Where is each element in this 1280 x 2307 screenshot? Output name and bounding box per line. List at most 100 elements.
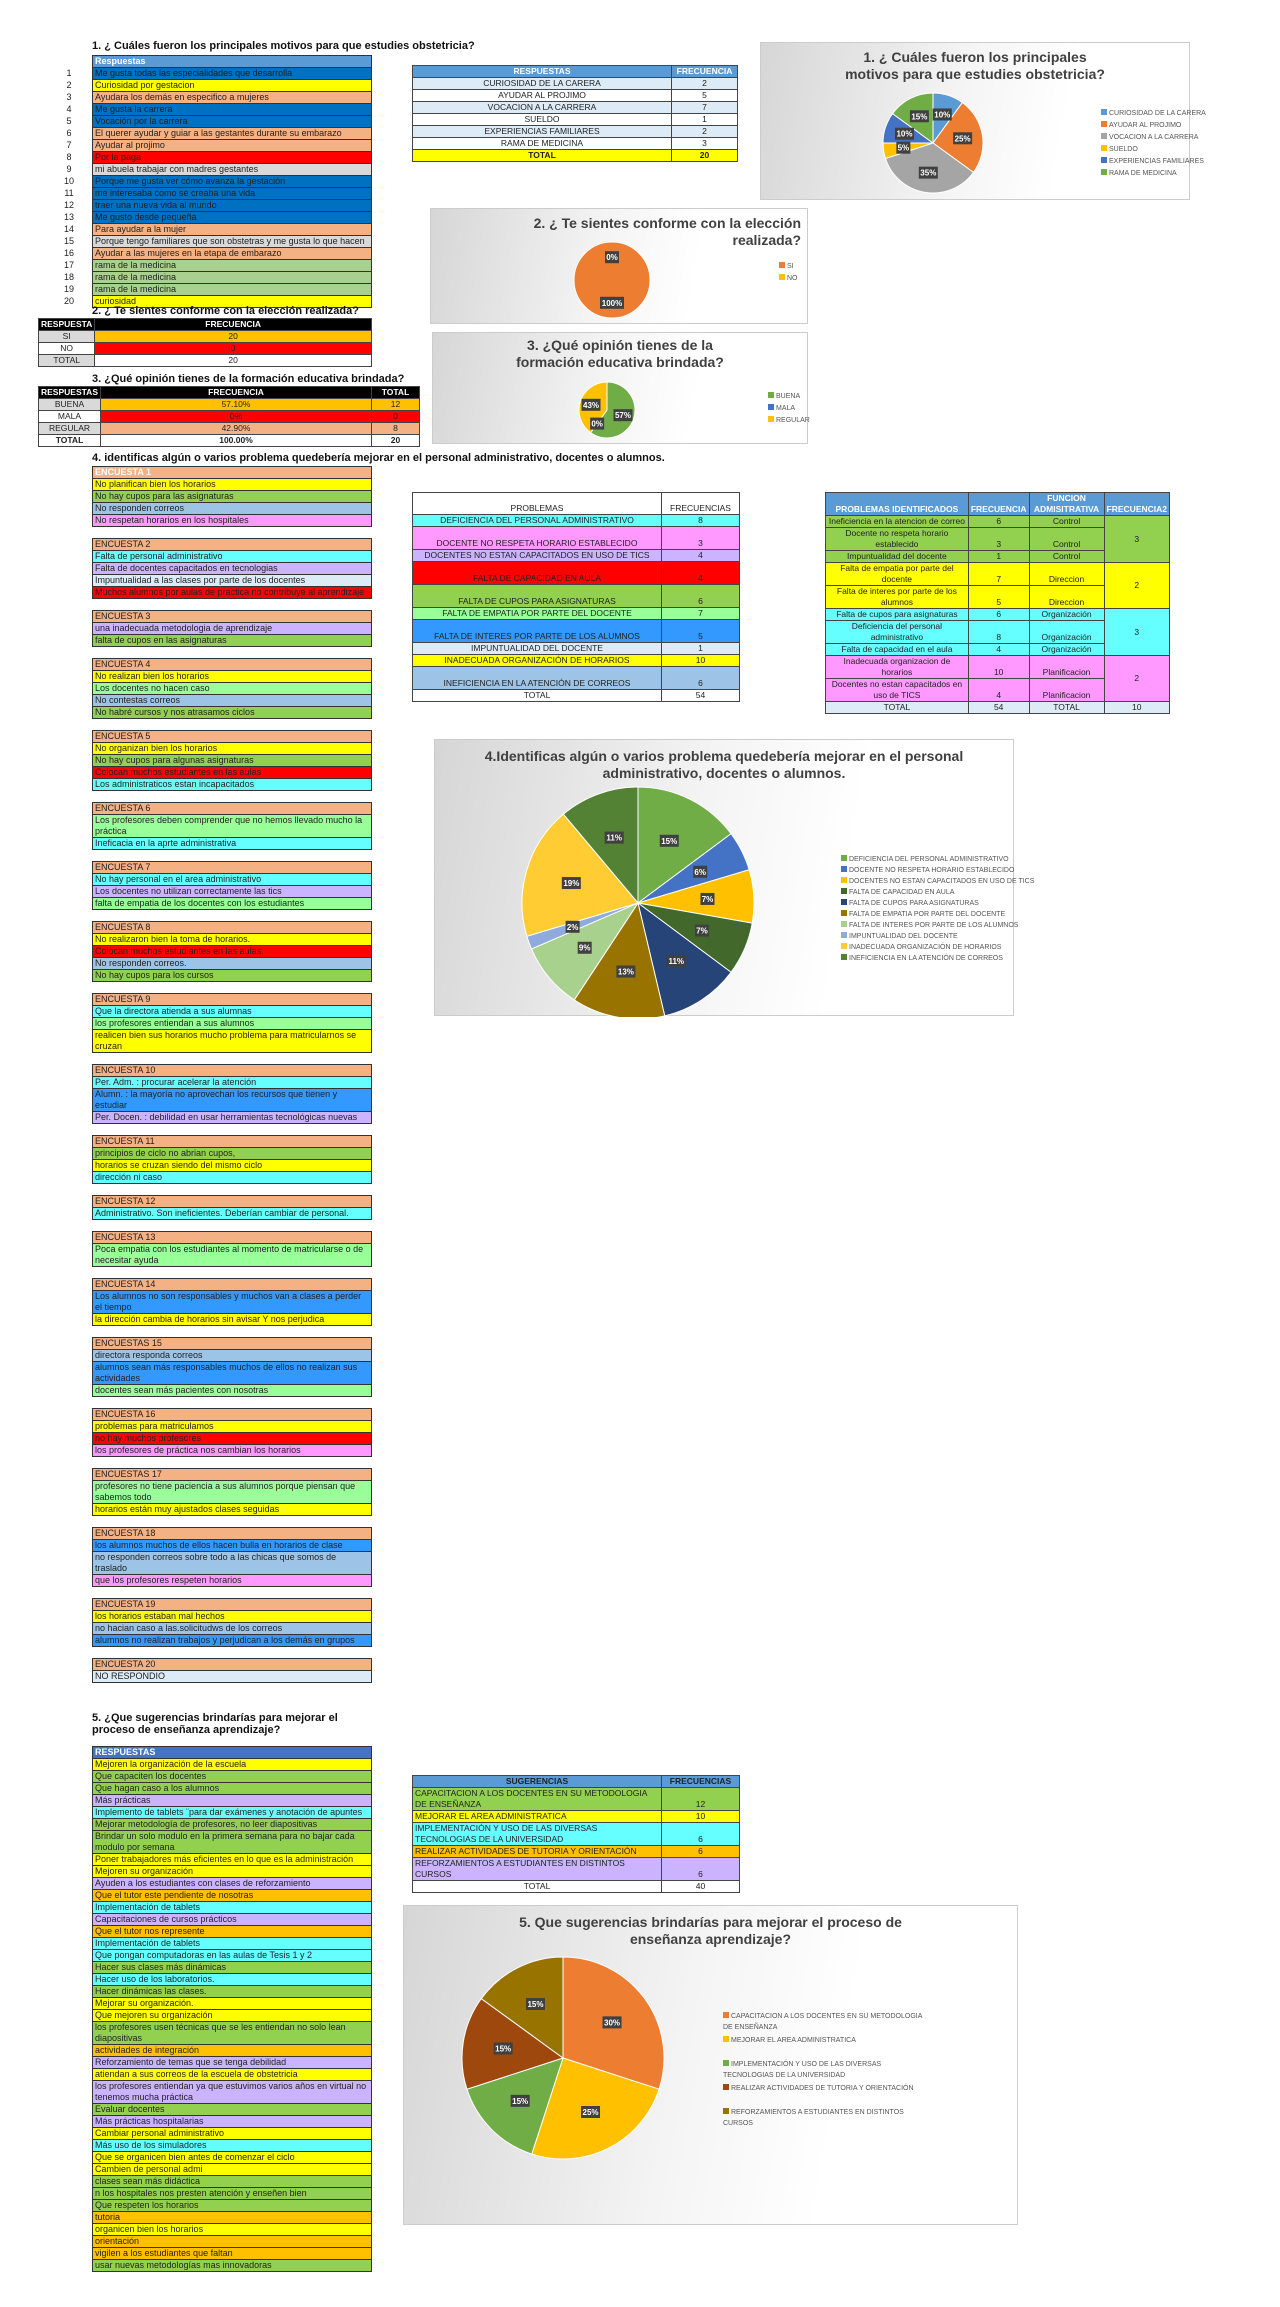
encuesta-item: Colocan muchos estudiantes en las aulas xyxy=(92,767,372,779)
data-label-box xyxy=(616,965,636,978)
legend-item: BUENA xyxy=(768,391,1028,403)
legend-item: EXPERIENCIAS FAMILIARES xyxy=(1101,156,1280,168)
list-item: 19 rama de la medicina xyxy=(64,284,372,296)
suggestion-item: atiendan a sus correos de la escuela de … xyxy=(92,2069,372,2081)
encuesta-block: ENCUESTA 10 Per. Adm. : procurar acelerar… xyxy=(92,1064,372,1124)
suggestion-item: actividades de integración xyxy=(92,2045,372,2057)
table-cell: INEFICIENCIA EN LA ATENCIÓN DE CORREOS xyxy=(412,666,662,690)
data-label-box xyxy=(604,831,624,844)
legend-item: FALTA DE CAPACIDAD EN AULA xyxy=(841,887,1101,898)
legend-label: INADECUADA ORGANIZACIÓN DE HORARIOS xyxy=(849,944,1002,951)
encuesta-item: principios de ciclo no abrian cupos, xyxy=(92,1148,372,1160)
data-label: 2% xyxy=(567,923,579,932)
item-text: Me gusta todas las especialidades que de… xyxy=(95,68,293,78)
legend-swatch xyxy=(723,2060,729,2066)
encuesta-item: no hacian caso a las.solicitudws de los … xyxy=(92,1623,372,1635)
table-cell: Organización xyxy=(1028,608,1105,621)
legend-label: AYUDAR AL PROJIMO xyxy=(1109,122,1182,129)
table-row: MALA 0% 0 xyxy=(38,410,420,423)
encuesta-item: Poca empatia con los estudiantes al mome… xyxy=(92,1244,372,1267)
table-cell: 42.90% xyxy=(100,422,372,435)
legend-label: NO xyxy=(787,275,798,282)
row-number: 13 xyxy=(63,212,74,222)
data-label-box xyxy=(525,1998,545,2011)
total-cell: TOTAL xyxy=(412,689,662,702)
table-cell: 2 xyxy=(671,125,738,138)
encuesta-item: los horarios estaban mal hechos xyxy=(92,1611,372,1623)
q3-table: RESPUESTAS FRECUENCIA TOTAL BUENA 57.10% 12 MA… xyxy=(38,386,420,447)
row-number: 15 xyxy=(63,236,74,246)
row-number: 12 xyxy=(63,200,74,210)
table-cell: REGULAR xyxy=(38,422,101,435)
legend-label: FALTA DE INTERES POR PARTE DE LOS ALUMNO… xyxy=(849,922,1019,929)
suggestion-item: Mejoren su organización xyxy=(92,1866,372,1878)
pie-plot: 100% 0% xyxy=(573,241,651,319)
legend-item: SI xyxy=(779,261,1039,273)
table-cell: Falta de capacidad en el aula xyxy=(825,643,969,656)
suggestion-item: usar nuevas metodologías mas innovadoras xyxy=(92,2260,372,2272)
table-cell: FALTA DE INTERES POR PARTE DE LOS ALUMNO… xyxy=(412,619,662,643)
legend-swatch xyxy=(841,855,847,861)
chart-q3-opinion: 3. ¿Qué opinión tienes de la formación e… xyxy=(432,332,810,444)
data-label: 25% xyxy=(955,134,971,143)
suggestion-item: Implementación de tablets xyxy=(92,1938,372,1950)
item-text: me interesaba como se creaba una vida xyxy=(95,188,256,198)
table-row: RAMA DE MEDICINA 3 xyxy=(412,137,738,150)
legend-swatch xyxy=(1101,133,1107,139)
list-item: 12 traer una nueva vida al mundo xyxy=(64,200,372,212)
frequency-cell: 20 xyxy=(94,354,372,367)
table-cell: 7 xyxy=(661,607,740,620)
data-label-box xyxy=(659,834,679,847)
table-row: Falta de cupos para asignaturas 6 Organiza… xyxy=(825,608,1171,656)
encuesta-item: No responden correos. xyxy=(92,958,372,970)
legend-label: FALTA DE CAPACIDAD EN AULA xyxy=(849,889,955,896)
row-number: 2 xyxy=(66,80,72,90)
legend-label: IMPLEMENTACIÓN Y USO DE LAS DIVERSAS TEC… xyxy=(723,2061,882,2079)
encuesta-item: Los docentes no hacen caso xyxy=(92,683,372,695)
encuesta-header: ENCUESTA 2 xyxy=(92,539,372,551)
chart-q5-suggestions: 5. Que sugerencias brindarías para mejor… xyxy=(403,1905,1018,2225)
table-cell: 12 xyxy=(661,1787,740,1811)
table-row: AYUDAR AL PROJIMO 5 xyxy=(412,89,738,102)
table-row: Ineficiencia en la atencion de correo 6 Co… xyxy=(825,515,1171,563)
list-item: 20 curiosidad xyxy=(64,296,372,308)
legend-swatch xyxy=(723,2108,729,2114)
total-row: TOTAL 54 TOTAL 10 xyxy=(825,701,1171,714)
legend-item: REGULAR xyxy=(768,415,1028,427)
legend-swatch xyxy=(768,392,774,398)
total-cell: TOTAL xyxy=(825,701,969,714)
suggestion-item: Poner trabajadores más eficientes en lo … xyxy=(92,1854,372,1866)
table-row: TOTAL 100.00% 20 xyxy=(38,434,420,447)
encuesta-item: que los profesores respeten horarios xyxy=(92,1575,372,1587)
item-text: curiosidad xyxy=(95,296,137,306)
table-cell: 0% xyxy=(100,410,372,423)
table-cell: VOCACION A LA CARRERA xyxy=(412,101,672,114)
legend-swatch xyxy=(841,943,847,949)
column-header: FRECUENCIA xyxy=(671,65,738,78)
encuesta-block: ENCUESTA 12 Administrativo. Son ineficien… xyxy=(92,1195,372,1220)
encuesta-header: ENCUESTA 12 xyxy=(92,1196,372,1208)
item-text: Para ayudar a la mujer xyxy=(95,224,187,234)
data-label: 0% xyxy=(606,253,618,262)
q4-functions-table: PROBLEMAS IDENTIFICADOS FRECUENCIA FUNCION… xyxy=(825,492,1171,714)
table-cell: 5 xyxy=(661,619,740,643)
column-header: FUNCION ADMISITRATIVA xyxy=(1028,492,1105,516)
encuesta-item: No responden correos xyxy=(92,503,372,515)
encuesta-header: ENCUESTA 13 xyxy=(92,1232,372,1244)
chart-legend: CURIOSIDAD DE LA CARERA AYUDAR AL PROJIMO… xyxy=(1101,108,1280,180)
data-label-box xyxy=(918,166,938,179)
legend-label: INEFICIENCIA EN LA ATENCIÓN DE CORREOS xyxy=(849,955,1003,962)
data-label-box xyxy=(561,877,581,890)
data-label: 35% xyxy=(920,169,936,178)
encuesta-item: No organizan bien los horarios xyxy=(92,743,372,755)
pie-slice xyxy=(573,901,666,1017)
legend-swatch xyxy=(841,888,847,894)
chart-q4-problems: 4.Identificas algún o varios problema qu… xyxy=(434,739,1034,1017)
table-cell: Deficiencia del personal administrativo xyxy=(825,620,969,644)
chart-title: 3. ¿Qué opinión tienes de la formación e… xyxy=(516,337,724,370)
group-frequency-cell: 3 xyxy=(1103,515,1171,563)
column-header: PROBLEMAS IDENTIFICADOS xyxy=(825,492,969,516)
table-cell: 5 xyxy=(671,89,738,102)
list-item: 5 Vocación por la carrera xyxy=(66,116,372,128)
column-header: FRECUENCIAS xyxy=(661,492,740,515)
